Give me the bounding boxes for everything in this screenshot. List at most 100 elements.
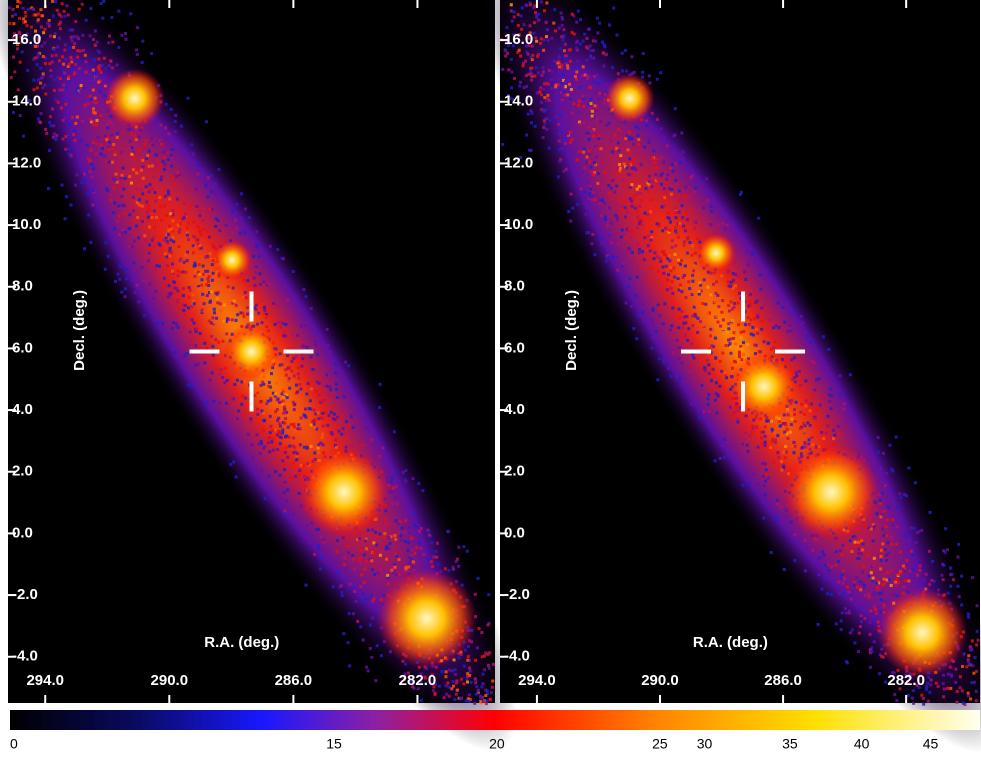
pixel (245, 306, 249, 310)
pixel (73, 42, 77, 46)
pixel (545, 99, 548, 103)
pixel (347, 364, 351, 368)
pixel (587, 231, 591, 235)
pixel (212, 245, 216, 249)
pixel (384, 547, 388, 551)
pixel (706, 285, 710, 289)
pixel (869, 665, 872, 669)
pixel (145, 161, 149, 165)
pixel (645, 119, 649, 123)
pixel (682, 243, 686, 247)
pixel (354, 600, 358, 603)
pixel (184, 188, 188, 192)
pixel (696, 331, 700, 334)
pixel (681, 156, 685, 160)
pixel (950, 674, 954, 678)
pixel (466, 658, 470, 662)
pixel (435, 555, 439, 559)
pixel (455, 557, 459, 561)
pixel (760, 319, 764, 323)
pixel (99, 143, 103, 147)
pixel (530, 78, 534, 82)
pixel (536, 54, 540, 58)
pixel (278, 433, 282, 436)
pixel (34, 13, 38, 17)
pixel (859, 586, 863, 590)
pixel (585, 37, 589, 40)
pixel (205, 294, 209, 297)
pixel (691, 353, 695, 357)
pixel (77, 89, 81, 93)
pixel (621, 262, 625, 266)
pixel (857, 650, 860, 653)
pixel (68, 123, 71, 126)
pixel (568, 130, 572, 134)
pixel (654, 329, 658, 333)
pixel (557, 122, 561, 126)
pixel (239, 192, 243, 196)
pixel (588, 44, 592, 48)
pixel (58, 13, 62, 17)
pixel (48, 115, 52, 119)
pixel (655, 77, 659, 81)
pixel (548, 98, 551, 102)
pixel (378, 382, 382, 386)
pixel (718, 384, 722, 388)
pixel (635, 337, 639, 341)
pixel (465, 549, 469, 553)
pixel (748, 302, 752, 306)
pixel (550, 86, 553, 90)
pixel (61, 88, 65, 92)
pixel (562, 34, 566, 38)
pixel (175, 197, 179, 201)
pixel (298, 468, 302, 472)
pixel (961, 689, 964, 693)
pixel (94, 151, 98, 155)
pixel (233, 383, 237, 386)
pixel (476, 646, 479, 650)
pixel (65, 86, 68, 90)
pixel (662, 160, 666, 164)
pixel (662, 361, 666, 365)
pixel (868, 632, 872, 636)
pixel (123, 287, 127, 291)
pixel (669, 269, 673, 273)
pixel (218, 229, 222, 232)
pixel (303, 324, 307, 327)
pixel (661, 265, 665, 269)
pixel (942, 673, 945, 677)
pixel (809, 402, 813, 406)
pixel (946, 591, 950, 595)
pixel (656, 378, 660, 382)
pixel (41, 74, 45, 78)
pixel (231, 286, 235, 290)
pixel (578, 86, 582, 90)
pixel (729, 351, 733, 355)
pixel (135, 128, 138, 132)
pixel (89, 240, 93, 244)
pixel (932, 579, 936, 583)
pixel (158, 205, 162, 209)
pixel (595, 73, 599, 77)
pixel (252, 255, 255, 258)
pixel (845, 660, 848, 664)
pixel (733, 284, 737, 288)
pixel (159, 178, 163, 182)
pixel (250, 443, 254, 447)
pixel (280, 363, 284, 367)
pixel (776, 518, 779, 522)
pixel (564, 142, 568, 145)
pixel (572, 102, 576, 106)
pixel (599, 237, 603, 241)
pixel (412, 568, 416, 572)
bright-source (729, 351, 799, 422)
pixel (821, 550, 825, 554)
pixel (204, 120, 208, 124)
pixel (843, 577, 846, 581)
pixel (386, 582, 390, 586)
pixel (293, 402, 297, 406)
pixel (165, 137, 169, 141)
pixel (261, 395, 265, 399)
pixel (329, 410, 333, 414)
pixel (604, 124, 608, 127)
